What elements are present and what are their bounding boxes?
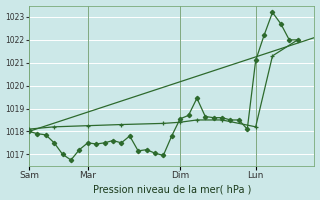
X-axis label: Pression niveau de la mer( hPa ): Pression niveau de la mer( hPa ) <box>92 184 251 194</box>
